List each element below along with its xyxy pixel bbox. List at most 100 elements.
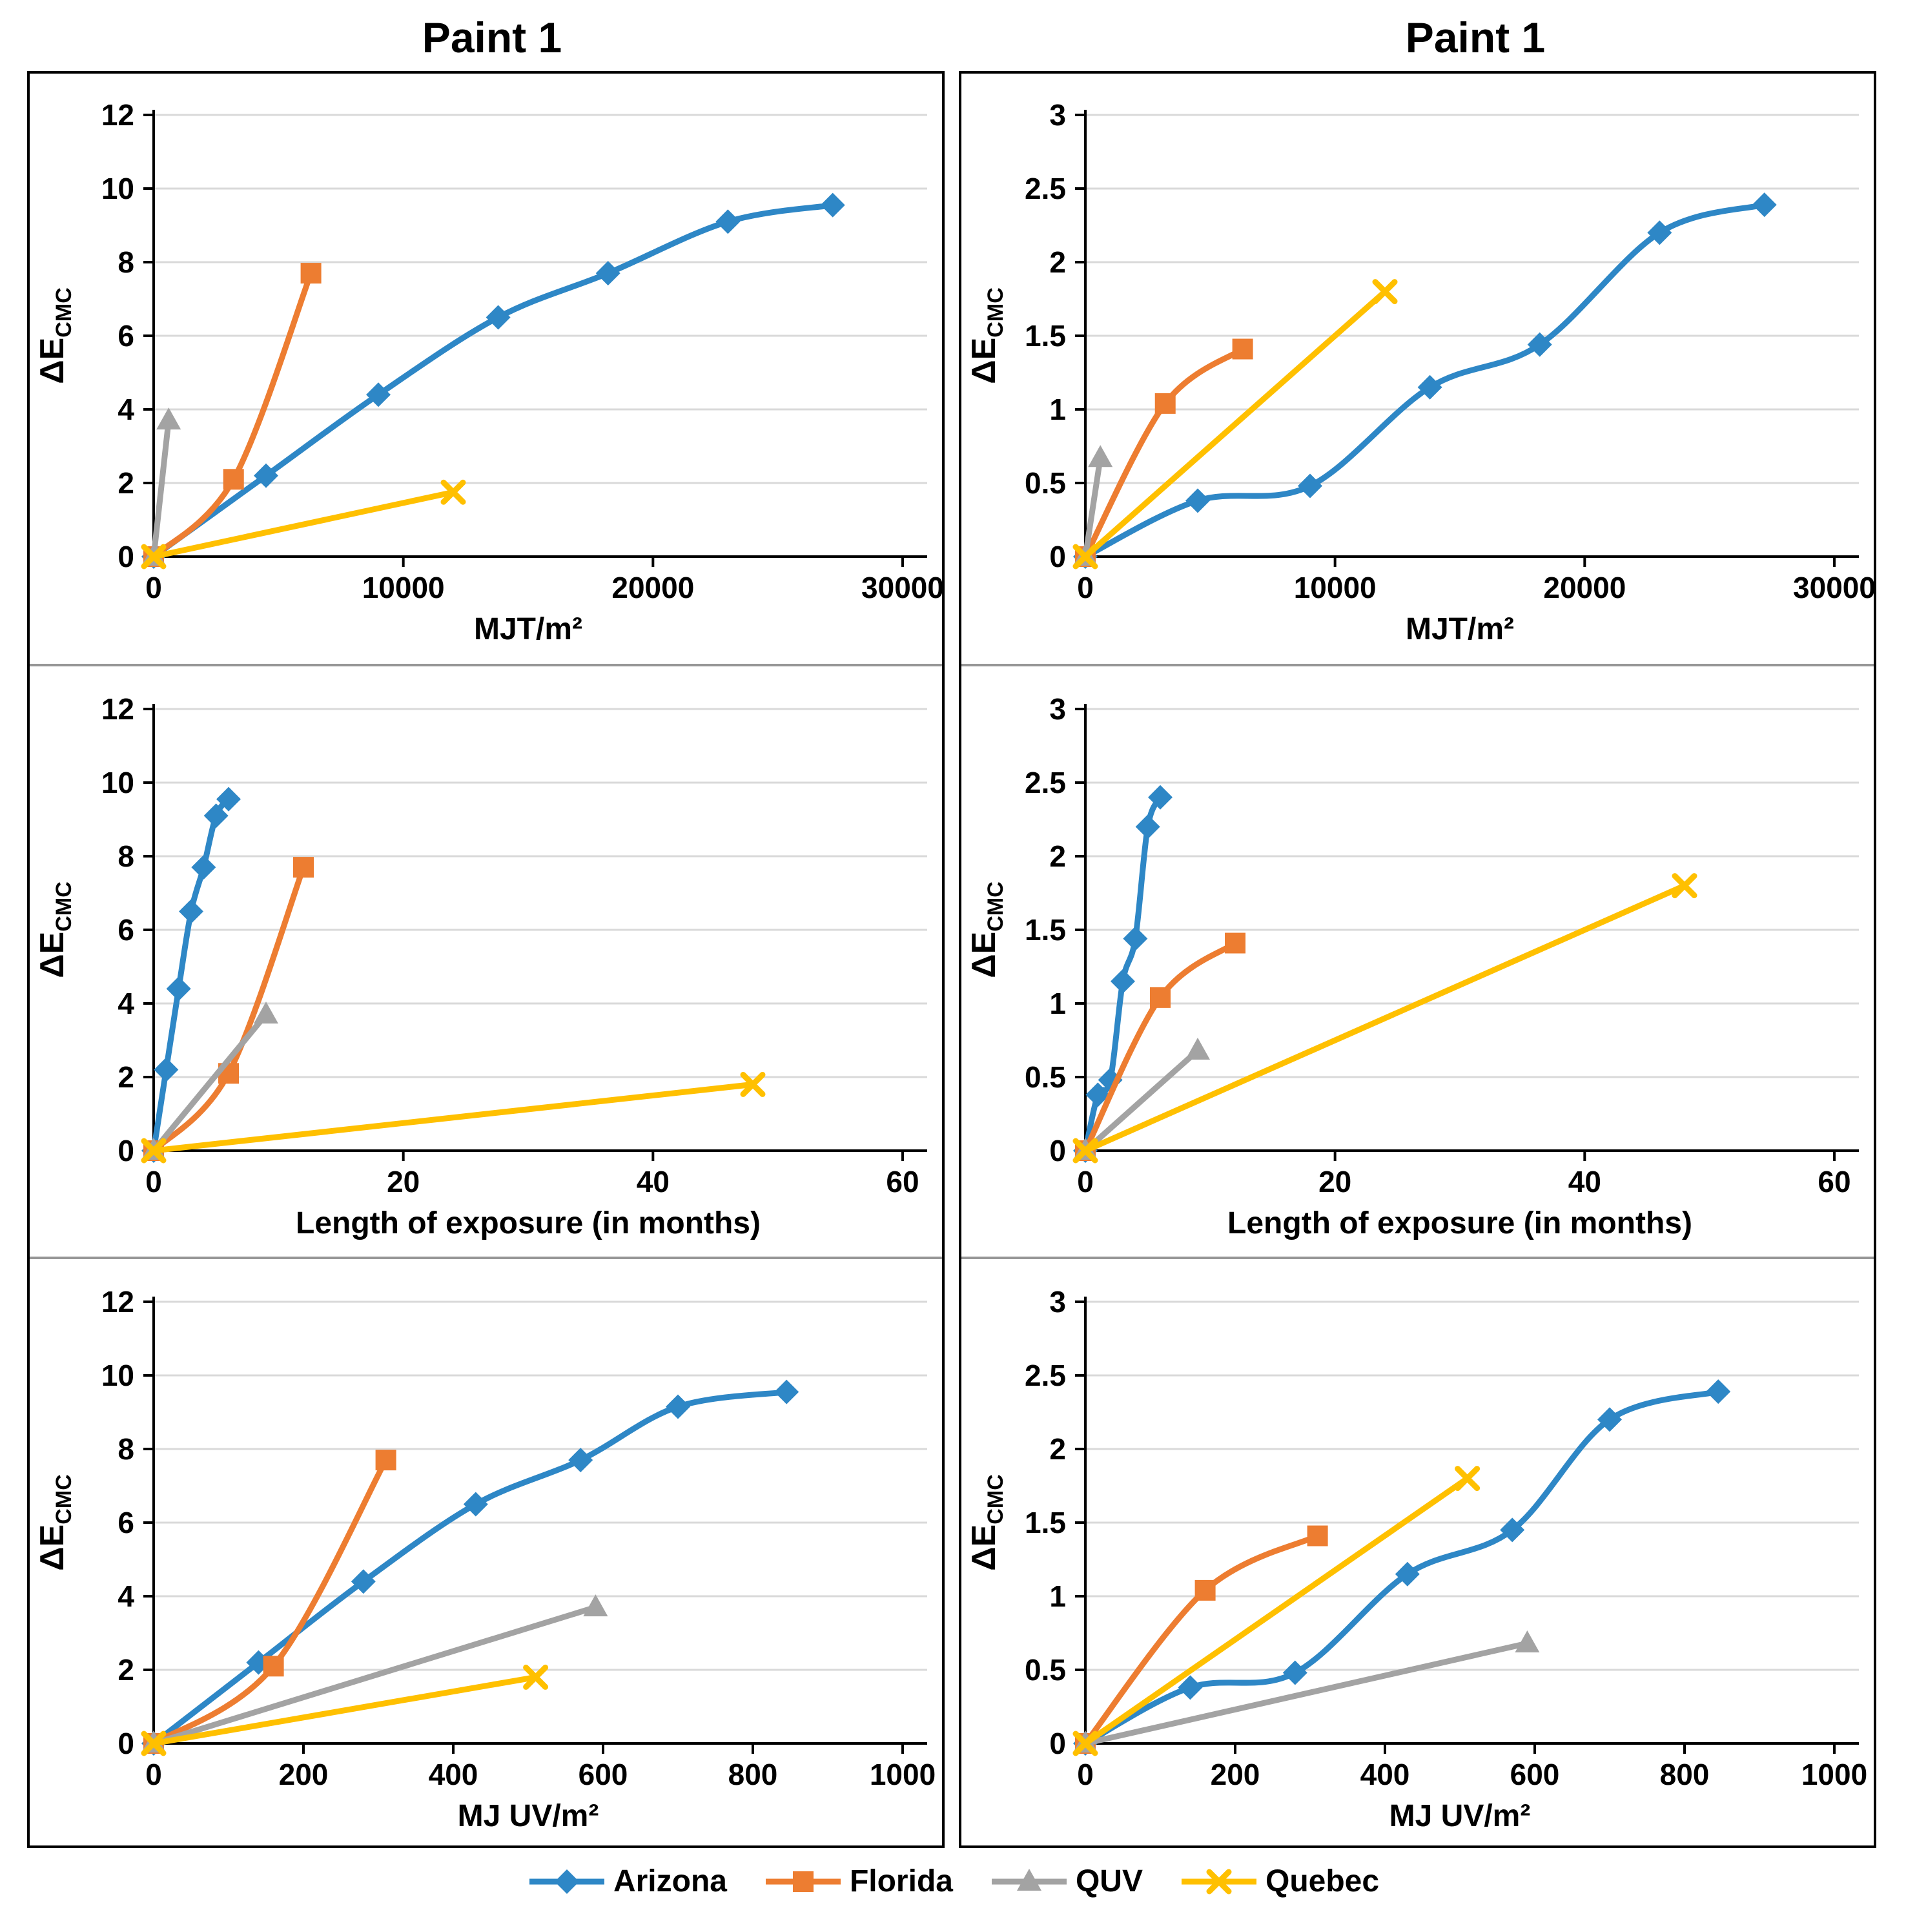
chart-right-months: 0 0.5 1 1.5 2 2.5 3 0 20 40 60 Length of exposure (… xyxy=(965,692,1859,1240)
y-tick-label: 3 xyxy=(1049,692,1066,726)
diamond-marker xyxy=(1298,473,1322,498)
diamond-marker xyxy=(463,1492,488,1517)
x-marker xyxy=(1455,1466,1481,1492)
gridlines xyxy=(154,708,927,1078)
square-marker xyxy=(293,857,314,878)
x-tick-label: 200 xyxy=(279,1758,329,1791)
quv-triangle-line-icon xyxy=(991,1868,1067,1891)
x-marker-stroke xyxy=(141,1731,167,1756)
x-marker xyxy=(440,479,466,505)
y-tick-label: 12 xyxy=(101,98,134,132)
chart-right-mjuv: 0 0.5 1 1.5 2 2.5 3 0 200 400 600 800 1000 MJ UV/m² ΔE… xyxy=(965,1285,1867,1833)
x-tick-label: 20000 xyxy=(611,571,694,604)
diamond-marker xyxy=(1500,1517,1525,1543)
x-marker-stroke xyxy=(1072,544,1098,570)
diamond-marker xyxy=(1527,332,1552,357)
y-tick-label: 0 xyxy=(118,1134,134,1167)
triangle-marker xyxy=(1016,1868,1041,1891)
legend-item-arizona: Arizona xyxy=(527,1864,727,1899)
diamond-marker xyxy=(666,1394,690,1419)
series-quebec xyxy=(141,1664,549,1756)
diamond-marker xyxy=(203,803,229,828)
diamond-marker xyxy=(1111,969,1135,994)
tick-labels: 0 0.5 1 1.5 2 2.5 3 0 20 40 60 xyxy=(1025,692,1851,1198)
square-marker xyxy=(1225,932,1245,954)
series-line-florida xyxy=(150,864,307,1154)
y-tick-label: 1 xyxy=(1049,1579,1066,1613)
triangle-marker xyxy=(156,407,181,430)
square-marker xyxy=(1194,1579,1216,1601)
y-tick-label: 2.5 xyxy=(1025,172,1066,205)
gridlines xyxy=(154,1300,927,1671)
diamond-marker xyxy=(216,786,241,812)
row-divider xyxy=(961,664,1874,666)
legend-label-quv: QUV xyxy=(1075,1864,1143,1898)
diamond-marker xyxy=(166,976,191,1002)
series-line-quebec xyxy=(1082,1475,1471,1747)
y-axis-title: ΔECMC xyxy=(34,881,76,978)
x-tick-label: 0 xyxy=(1077,1165,1094,1198)
legend-label-florida: Florida xyxy=(849,1864,953,1898)
y-tick-label: 2.5 xyxy=(1025,766,1066,799)
legend-item-quv: QUV xyxy=(989,1864,1143,1899)
y-tick-label: 6 xyxy=(118,913,134,947)
y-tick-label: 8 xyxy=(118,1432,134,1466)
y-tick-label: 0 xyxy=(118,540,134,573)
series-quebec xyxy=(1072,873,1697,1164)
diamond-marker xyxy=(1135,814,1160,839)
x-tick-label: 0 xyxy=(1077,1758,1094,1791)
x-marker-stroke xyxy=(1455,1466,1481,1492)
series-line-quv xyxy=(1082,1047,1201,1154)
x-axis-title: Length of exposure (in months) xyxy=(1227,1206,1692,1240)
square-marker xyxy=(1307,1525,1328,1547)
series-arizona xyxy=(1073,785,1173,1163)
series-arizona xyxy=(141,192,845,569)
y-tick-label: 6 xyxy=(118,319,134,353)
x-marker xyxy=(1372,279,1398,305)
y-tick-label: 3 xyxy=(1049,1285,1066,1319)
chart-left-mjt: 0 2 4 6 8 10 12 0 10000 20000 30000 MJT/m² ΔECMC xyxy=(34,98,944,646)
diamond-marker xyxy=(1417,375,1442,400)
x-marker-stroke xyxy=(141,544,167,570)
x-axis-title: MJ UV/m² xyxy=(458,1799,599,1833)
x-tick-label: 400 xyxy=(1360,1758,1410,1791)
x-tick-label: 10000 xyxy=(362,571,445,604)
series-line-florida xyxy=(150,270,314,560)
x-tick-label: 400 xyxy=(429,1758,478,1791)
right-column-panel: 0 0.5 1 1.5 2 2.5 3 0 10000 20000 30000 MJT/m² ΔECMC… xyxy=(959,71,1876,1848)
x-marker xyxy=(523,1664,549,1690)
y-tick-label: 10 xyxy=(101,172,134,205)
diamond-marker xyxy=(1647,220,1672,245)
legend-label-arizona: Arizona xyxy=(613,1864,727,1898)
diamond-marker xyxy=(554,1869,579,1894)
diamond-marker xyxy=(154,1057,179,1082)
tick-labels: 0 0.5 1 1.5 2 2.5 3 0 200 400 600 800 1000 xyxy=(1025,1285,1867,1791)
x-marker xyxy=(1072,544,1098,570)
series-line-florida xyxy=(150,1457,389,1747)
y-tick-label: 0 xyxy=(1049,1134,1066,1167)
diamond-marker xyxy=(486,305,511,330)
diamond-marker xyxy=(1395,1561,1420,1587)
chart-right-months: 0 0.5 1 1.5 2 2.5 3 0 20 40 60 Length of exposure (… xyxy=(961,668,1874,1254)
x-tick-label: 10000 xyxy=(1294,571,1377,604)
y-tick-label: 2 xyxy=(1049,245,1066,279)
x-marker-stroke xyxy=(1072,1138,1098,1164)
chart-left-mjuv: 0 2 4 6 8 10 12 0 200 400 600 800 1000 MJ UV/m² ΔECMC xyxy=(30,1260,942,1847)
chart-right-mjt: 0 0.5 1 1.5 2 2.5 3 0 10000 20000 30000 MJT/m² ΔECMC xyxy=(961,74,1876,660)
series-florida xyxy=(143,857,314,1161)
right-column-title: Paint 1 xyxy=(1405,14,1546,61)
series-quebec xyxy=(1072,1466,1481,1756)
y-tick-label: 2 xyxy=(118,1653,134,1687)
x-marker xyxy=(1072,1138,1098,1164)
series-line-quebec xyxy=(1082,289,1388,560)
y-axis-title: ΔECMC xyxy=(965,1474,1008,1571)
tick-labels: 0 2 4 6 8 10 12 0 200 400 600 800 1000 xyxy=(101,1285,936,1791)
x-tick-label: 0 xyxy=(145,1758,162,1791)
florida-square-line-icon xyxy=(765,1871,841,1892)
y-tick-label: 2 xyxy=(1049,839,1066,873)
series-line-quebec xyxy=(150,1081,756,1154)
x-tick-label: 60 xyxy=(1818,1165,1850,1198)
x-axis-title: MJ UV/m² xyxy=(1389,1799,1531,1833)
y-tick-label: 4 xyxy=(118,987,134,1020)
